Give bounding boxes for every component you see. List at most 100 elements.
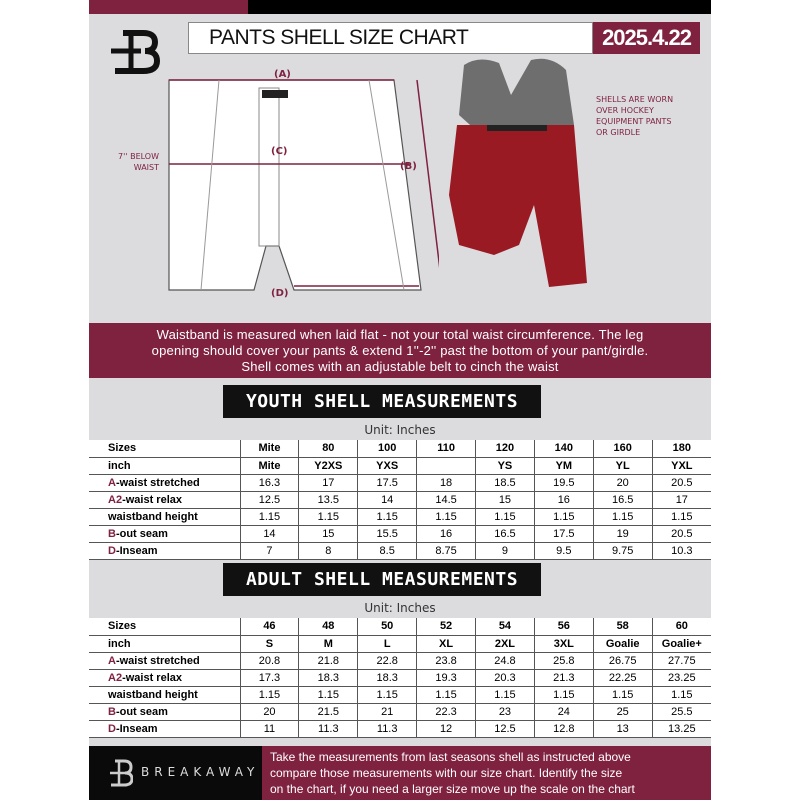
table-cell: S [239, 635, 299, 653]
table-cell: 18 [416, 474, 476, 492]
table-cell: 15 [475, 491, 535, 509]
table-cell: 11.3 [357, 720, 417, 738]
row-label-prefix: A [108, 654, 116, 667]
table-cell: 20.8 [239, 652, 299, 670]
table-row: A2-waist relax 17.3 18.3 18.3 19.3 20.3 21.3 22… [89, 669, 711, 687]
table-cell: 16.5 [592, 491, 653, 509]
row-label: waistband height [89, 508, 240, 526]
table-cell: 21.3 [533, 669, 594, 687]
table-cell: Goalie+ [651, 635, 711, 653]
table-cell: 19.3 [416, 669, 476, 687]
footer-line: Take the measurements from last seasons … [270, 750, 631, 764]
table-cell: 1.15 [239, 686, 299, 704]
row-label: D-Inseam [89, 720, 240, 738]
table-cell: 1.15 [239, 508, 299, 526]
table-cell: YXS [357, 457, 417, 475]
table-cell: XL [416, 635, 476, 653]
row-label-text: Sizes [108, 620, 137, 633]
row-label-prefix: A [108, 476, 116, 489]
table-cell: 1.15 [651, 508, 711, 526]
adult-unit-label: Unit: Inches [364, 601, 436, 615]
row-label: A2-waist relax [89, 669, 240, 687]
table-cell: 11.3 [298, 720, 358, 738]
photo-note-line: EQUIPMENT PANTS [596, 117, 672, 126]
table-cell: 50 [357, 618, 417, 636]
table-cell: YM [533, 457, 594, 475]
table-row: waistband height 1.15 1.15 1.15 1.15 1.15 1.15… [89, 508, 711, 526]
row-label-text: Sizes [108, 442, 137, 455]
youth-section-title: YOUTH SHELL MEASUREMENTS [223, 385, 541, 418]
row-label: A-waist stretched [89, 652, 240, 670]
row-label: inch [89, 635, 240, 653]
table-cell: Y2XS [298, 457, 358, 475]
row-label-text: waistband height [108, 688, 198, 701]
table-cell: 120 [475, 440, 535, 458]
table-cell: 1.15 [416, 686, 476, 704]
table-cell: 11 [239, 720, 299, 738]
row-label: D-Inseam [89, 542, 240, 560]
table-cell: 17.3 [239, 669, 299, 687]
table-row: waistband height 1.15 1.15 1.15 1.15 1.15 1.15… [89, 686, 711, 704]
row-label: Sizes [89, 618, 240, 636]
row-label-prefix: A2 [108, 493, 123, 506]
table-cell: 1.15 [592, 686, 653, 704]
row-label-text: -waist relax [122, 493, 182, 506]
table-row: A-waist stretched 16.3 17 17.5 18 18.5 19.5 20 2… [89, 474, 711, 492]
table-cell: 3XL [533, 635, 594, 653]
table-cell: 16 [416, 525, 476, 543]
table-cell: Mite [239, 457, 299, 475]
row-label-text: -out seam [115, 527, 168, 540]
table-cell: 23.8 [416, 652, 476, 670]
table-cell [416, 457, 476, 475]
table-cell: 14 [357, 491, 417, 509]
table-cell: 60 [651, 618, 711, 636]
table-cell: 17 [651, 491, 711, 509]
top-accent-bar [89, 0, 248, 14]
row-label-text: -waist stretched [115, 476, 200, 489]
banner-line: opening should cover your pants & extend… [151, 343, 649, 358]
breakaway-logo-icon [110, 759, 133, 787]
table-cell: 8.75 [416, 542, 476, 560]
table-cell: 21 [357, 703, 417, 721]
table-cell: 15 [298, 525, 358, 543]
page-title: PANTS SHELL SIZE CHART [188, 22, 593, 54]
table-cell: 16.5 [475, 525, 535, 543]
table-row: D-Inseam 7 8 8.5 8.75 9 9.5 9.75 10.3 [89, 542, 711, 560]
table-cell: 22.3 [416, 703, 476, 721]
table-row: Sizes Mite 80 100 110 120 140 160 180 [89, 440, 711, 458]
row-label-text: -Inseam [115, 722, 158, 735]
pants-shell-photo [449, 58, 587, 287]
row-label-prefix: D [108, 722, 116, 735]
table-cell: 14 [239, 525, 299, 543]
row-label-text: -waist relax [122, 671, 182, 684]
row-label-text: -Inseam [115, 544, 158, 557]
table-cell: 9.5 [533, 542, 594, 560]
table-cell: 20.3 [475, 669, 535, 687]
row-label-text: inch [108, 459, 131, 472]
table-cell: 26.75 [592, 652, 653, 670]
table-cell: 54 [475, 618, 535, 636]
below-waist-line: 7'' BELOW [118, 152, 159, 161]
table-cell: 9 [475, 542, 535, 560]
row-label-text: waistband height [108, 510, 198, 523]
pants-diagram [168, 79, 439, 291]
table-cell: 19 [592, 525, 653, 543]
photo-note-line: SHELLS ARE WORN [596, 95, 674, 104]
table-cell: 48 [298, 618, 358, 636]
table-cell: 20.5 [651, 525, 711, 543]
size-chart-page: PANTS SHELL SIZE CHART 2025.4.22 (A) (C)… [89, 0, 711, 800]
brand-name: BREAKAWAY [141, 765, 260, 779]
youth-unit-label: Unit: Inches [364, 423, 436, 437]
table-cell: 12 [416, 720, 476, 738]
table-cell: 1.15 [416, 508, 476, 526]
table-cell: 13.5 [298, 491, 358, 509]
table-cell: 2XL [475, 635, 535, 653]
table-cell: 20 [592, 474, 653, 492]
table-cell: 160 [592, 440, 653, 458]
table-cell: 12.5 [475, 720, 535, 738]
table-cell: 25.5 [651, 703, 711, 721]
table-cell: 12.5 [239, 491, 299, 509]
table-row: B-out seam 20 21.5 21 22.3 23 24 25 25.5 [89, 703, 711, 721]
table-cell: 21.5 [298, 703, 358, 721]
photo-note-line: OR GIRDLE [596, 128, 641, 137]
